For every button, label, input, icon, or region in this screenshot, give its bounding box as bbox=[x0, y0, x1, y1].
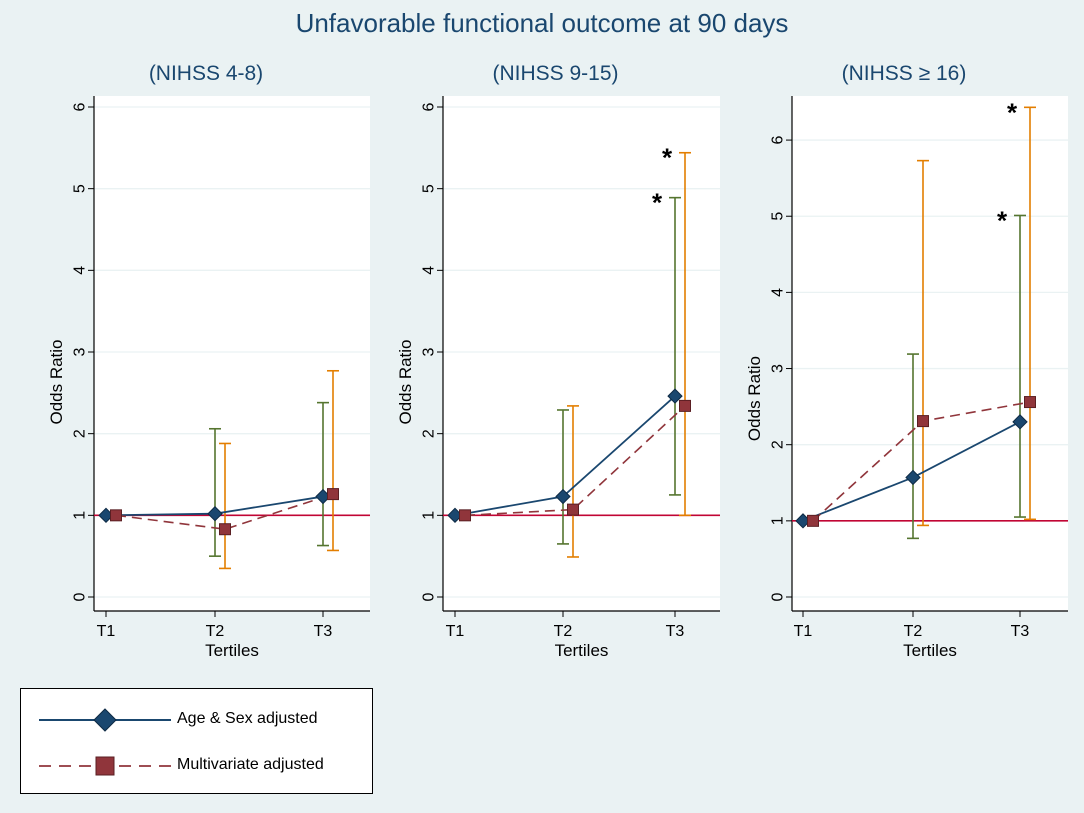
y-tick-label: 3 bbox=[770, 364, 787, 373]
panel-title: (NIHSS ≥ 16) bbox=[842, 62, 967, 85]
multivariate-point bbox=[567, 503, 579, 516]
legend-label-age-sex: Age & Sex adjusted bbox=[177, 710, 318, 727]
y-tick-label: 4 bbox=[770, 288, 787, 297]
x-tick-label: T1 bbox=[794, 623, 813, 640]
y-tick-label: 4 bbox=[72, 266, 89, 275]
y-tick-label: 5 bbox=[421, 184, 438, 193]
legend-item-multivariate: Multivariate adjusted bbox=[21, 751, 372, 781]
plot-area bbox=[443, 96, 720, 611]
y-tick-label: 6 bbox=[421, 102, 438, 111]
x-tick-label: T3 bbox=[1011, 623, 1030, 640]
y-tick-label: 2 bbox=[770, 440, 787, 449]
y-tick-label: 1 bbox=[421, 511, 438, 520]
panel-1 bbox=[88, 96, 370, 617]
age-sex-point bbox=[207, 505, 223, 522]
legend-label-multivariate: Multivariate adjusted bbox=[177, 756, 324, 773]
square-icon bbox=[95, 756, 115, 776]
legend: Age & Sex adjusted Multivariate adjusted bbox=[20, 688, 373, 794]
significance-star: * bbox=[1007, 97, 1018, 127]
y-tick-label: 0 bbox=[72, 592, 89, 601]
y-tick-label: 0 bbox=[770, 592, 787, 601]
x-tick-label: T3 bbox=[314, 623, 333, 640]
y-axis-title: Odds Ratio bbox=[396, 339, 415, 424]
y-tick-label: 1 bbox=[72, 511, 89, 520]
x-tick-label: T1 bbox=[446, 623, 465, 640]
x-tick-label: T2 bbox=[554, 623, 573, 640]
age-sex-point bbox=[905, 469, 921, 486]
multivariate-point bbox=[110, 509, 122, 522]
y-tick-label: 6 bbox=[72, 102, 89, 111]
y-tick-label: 5 bbox=[770, 212, 787, 221]
legend-sample-age-sex bbox=[39, 708, 171, 732]
y-tick-label: 0 bbox=[421, 592, 438, 601]
y-tick-label: 3 bbox=[421, 347, 438, 356]
y-tick-label: 2 bbox=[72, 429, 89, 438]
multivariate-point bbox=[459, 509, 471, 522]
diamond-icon bbox=[93, 708, 117, 732]
multivariate-line bbox=[464, 405, 686, 517]
y-tick-label: 6 bbox=[770, 136, 787, 145]
y-tick-label: 1 bbox=[770, 516, 787, 525]
y-tick-label: 2 bbox=[421, 429, 438, 438]
age-sex-point bbox=[667, 388, 683, 404]
multivariate-point bbox=[917, 415, 929, 428]
x-tick-label: T1 bbox=[97, 623, 116, 640]
x-tick-label: T2 bbox=[206, 623, 225, 640]
multivariate-point bbox=[679, 399, 691, 412]
plot-area bbox=[792, 96, 1068, 611]
y-tick-label: 4 bbox=[421, 266, 438, 275]
multivariate-point bbox=[327, 488, 339, 501]
x-axis-title: Tertiles bbox=[205, 641, 259, 660]
x-tick-label: T3 bbox=[666, 623, 685, 640]
significance-star: * bbox=[652, 188, 663, 218]
y-tick-label: 5 bbox=[72, 184, 89, 193]
panel-2 bbox=[437, 96, 720, 617]
multivariate-point bbox=[219, 523, 231, 536]
multivariate-point bbox=[1024, 396, 1036, 409]
figure-title: Unfavorable functional outcome at 90 day… bbox=[295, 8, 789, 38]
panel-title: (NIHSS 4-8) bbox=[149, 62, 263, 85]
age-sex-point bbox=[1012, 414, 1028, 430]
x-axis-title: Tertiles bbox=[555, 641, 609, 660]
x-axis-title: Tertiles bbox=[903, 641, 957, 660]
panel-3 bbox=[786, 96, 1068, 617]
panel-title: (NIHSS 9-15) bbox=[492, 62, 618, 85]
significance-star: * bbox=[662, 143, 673, 173]
y-axis-title: Odds Ratio bbox=[47, 339, 66, 424]
multivariate-point bbox=[807, 514, 819, 527]
legend-sample-multivariate bbox=[39, 756, 171, 776]
plot-area bbox=[94, 96, 370, 611]
y-axis-title: Odds Ratio bbox=[745, 356, 764, 441]
multivariate-line bbox=[115, 493, 334, 531]
significance-star: * bbox=[997, 205, 1008, 235]
legend-item-age-sex: Age & Sex adjusted bbox=[21, 705, 372, 735]
y-tick-label: 3 bbox=[72, 347, 89, 356]
x-tick-label: T2 bbox=[904, 623, 923, 640]
age-sex-point bbox=[555, 488, 571, 505]
